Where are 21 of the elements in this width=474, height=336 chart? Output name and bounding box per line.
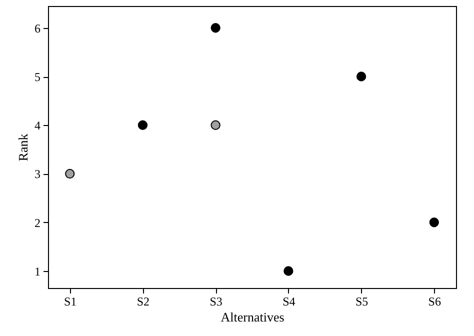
point bbox=[356, 72, 366, 82]
y-tick-label: 5 bbox=[34, 70, 40, 84]
y-axis-title: Rank bbox=[16, 133, 30, 162]
x-tick-label: S5 bbox=[355, 294, 368, 308]
y-tick-label: 6 bbox=[34, 21, 40, 36]
y-tick-label: 4 bbox=[34, 118, 40, 133]
point bbox=[284, 266, 294, 276]
x-tick-label: S3 bbox=[210, 294, 222, 308]
point bbox=[210, 120, 220, 130]
point bbox=[429, 218, 439, 228]
y-tick-label: 1 bbox=[34, 264, 40, 278]
x-tick-label: S4 bbox=[282, 294, 296, 308]
x-tick-label: S2 bbox=[136, 294, 150, 308]
point bbox=[210, 23, 220, 33]
point bbox=[65, 168, 75, 179]
x-axis-title: Alternatives bbox=[220, 310, 284, 324]
point bbox=[138, 120, 148, 130]
y-tick-label: 2 bbox=[34, 216, 40, 230]
x-tick-label: S1 bbox=[64, 294, 77, 308]
y-tick-label: 3 bbox=[34, 167, 40, 182]
x-tick-label: S6 bbox=[428, 294, 441, 308]
